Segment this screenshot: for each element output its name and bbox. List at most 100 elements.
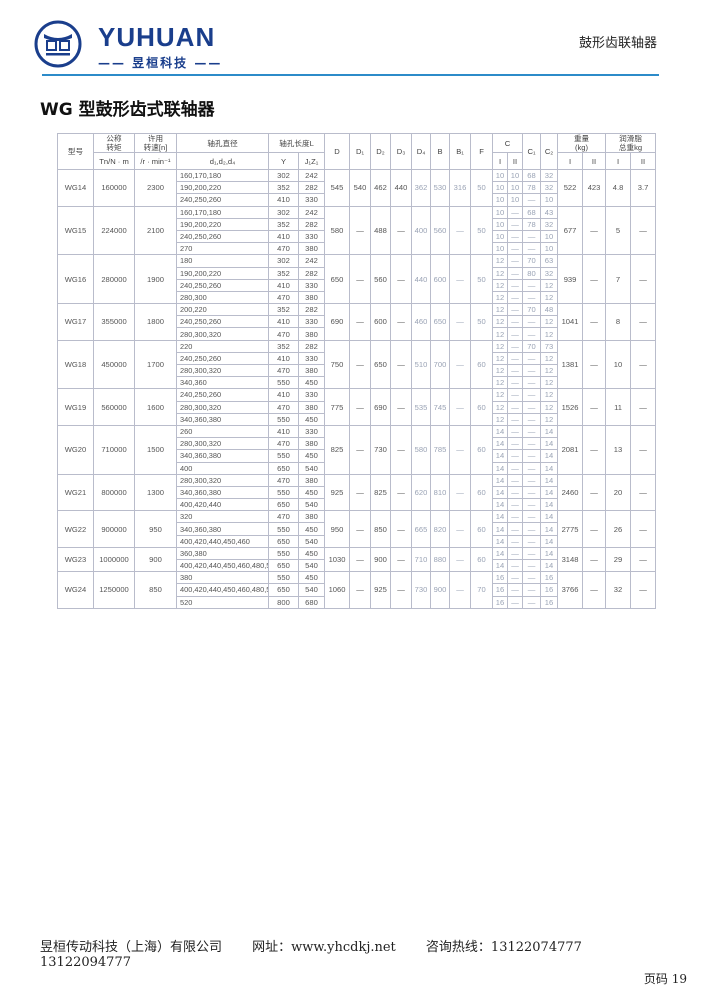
column-subheader: II [582, 152, 607, 170]
column-header: D₂ [370, 133, 392, 170]
column-header: 许用 转速[n] [134, 133, 177, 153]
cell-speed: 1500 [134, 424, 177, 475]
cell-b1: — [449, 303, 472, 341]
cell-f: 60 [470, 473, 494, 512]
cell-bore-diameter: 400,420,440,450,460,480,500 [176, 558, 269, 573]
cell-f: 70 [470, 571, 494, 609]
cell-speed: 1300 [134, 473, 177, 512]
cell-length-y: 650 [268, 558, 299, 573]
cell-gii: — [630, 510, 657, 548]
cell-c-i: 12 [492, 278, 509, 292]
cell-length-j: 380 [297, 290, 326, 305]
cell-gii: — [630, 473, 657, 512]
cell-c-i: 12 [492, 351, 509, 366]
cell-b1: 316 [449, 169, 472, 207]
cell-c-ii: — [507, 217, 524, 231]
cell-c1: 70 [522, 254, 542, 268]
cell-wii: — [582, 510, 607, 548]
cell-c1: — [522, 571, 542, 585]
cell-c1: — [522, 376, 542, 390]
cell-d2: 925 [370, 571, 392, 609]
cell-c2: 48 [540, 303, 559, 317]
cell-bore-diameter: 240,250,260 [176, 388, 269, 402]
cell-torque: 450000 [93, 339, 135, 390]
cell-wi: 2081 [557, 424, 584, 475]
cell-c2: 73 [540, 339, 559, 353]
cell-c-ii: — [507, 546, 524, 561]
cell-d3: — [390, 205, 413, 256]
cell-length-y: 550 [268, 522, 299, 536]
table-row: WG18 450000 1700 220 352 282 750—650—510 700—60… [57, 339, 657, 390]
cell-b: 810 [430, 473, 451, 512]
cell-length-j: 330 [297, 388, 326, 402]
cell-c-ii: — [507, 558, 524, 573]
cell-d3: — [390, 473, 413, 512]
cell-length-y: 650 [268, 461, 299, 475]
cell-wii: — [582, 424, 607, 475]
column-header: D₄ [411, 133, 432, 170]
cell-c1: — [522, 351, 542, 366]
cell-c-ii: — [507, 266, 524, 280]
cell-gi: 20 [605, 473, 632, 512]
column-header: 公称 转矩 [93, 133, 135, 153]
cell-gii: — [630, 571, 657, 609]
cell-c-ii: — [507, 376, 524, 390]
cell-d3: — [390, 339, 413, 390]
cell-c2: 32 [540, 181, 559, 195]
cell-c2: 12 [540, 400, 559, 414]
cell-wi: 522 [557, 169, 584, 207]
section-title: 鼓形齿联轴器 [578, 36, 657, 51]
cell-model: WG22 [57, 510, 94, 548]
cell-c2: 12 [540, 363, 559, 378]
cell-length-y: 800 [268, 595, 299, 609]
cell-wi: 3766 [557, 571, 584, 609]
table-row: 240,250,260 410 330 10— —10 [58, 229, 656, 244]
column-subheader: I [605, 152, 632, 170]
cell-wi: 2460 [557, 473, 584, 512]
cell-c-i: 10 [492, 205, 509, 219]
cell-wi: 1526 [557, 388, 584, 426]
cell-d1: — [349, 510, 372, 548]
cell-d1: 540 [349, 169, 372, 207]
cell-b1: — [449, 205, 472, 256]
cell-c-i: 14 [492, 449, 509, 463]
cell-bore-diameter: 340,360 [176, 376, 269, 390]
cell-length-j: 380 [297, 327, 326, 341]
table-row: 240,250,260 410 330 12— —12 [58, 315, 656, 329]
cell-c-i: 10 [492, 242, 509, 256]
cell-length-y: 650 [268, 498, 299, 512]
cell-d2: 600 [370, 303, 392, 341]
table-row: WG16 280000 1900 180 302 242 650—560—440 600—50… [57, 254, 657, 305]
footer-website[interactable]: 网址：www.yhcdkj.net [252, 940, 396, 955]
cell-d3: — [390, 510, 413, 548]
cell-length-j: 680 [297, 595, 326, 609]
cell-bore-diameter: 190,200,220 [176, 266, 269, 280]
cell-wii: — [582, 388, 607, 426]
cell-wi: 939 [557, 254, 584, 305]
cell-b: 560 [430, 205, 451, 256]
cell-gi: 29 [605, 546, 632, 573]
cell-c-ii: — [507, 327, 524, 341]
cell-c-i: 10 [492, 181, 509, 195]
cell-c-ii: — [507, 437, 524, 451]
cell-speed: 1800 [134, 303, 177, 341]
footer-company: 昱桓传动科技（上海）有限公司 [40, 940, 223, 955]
cell-bore-diameter: 240,250,260 [176, 351, 269, 366]
cell-torque: 900000 [93, 510, 135, 548]
cell-c1: — [522, 510, 542, 524]
cell-length-j: 450 [297, 376, 326, 390]
cell-b: 700 [430, 339, 451, 390]
cell-bore-diameter: 270 [176, 242, 269, 256]
cell-bore-diameter: 320 [176, 510, 269, 524]
cell-f: 50 [470, 303, 494, 341]
page-title: WG 型鼓形齿式联轴器 [40, 100, 215, 120]
cell-d: 750 [324, 339, 351, 390]
cell-d3: — [390, 546, 413, 573]
cell-c2: 12 [540, 290, 559, 305]
cell-d4: 400 [411, 205, 432, 256]
cell-c-ii: — [507, 473, 524, 487]
cell-torque: 160000 [93, 169, 135, 207]
cell-c1: — [522, 583, 542, 597]
cell-d: 580 [324, 205, 351, 256]
cell-wii: — [582, 303, 607, 341]
